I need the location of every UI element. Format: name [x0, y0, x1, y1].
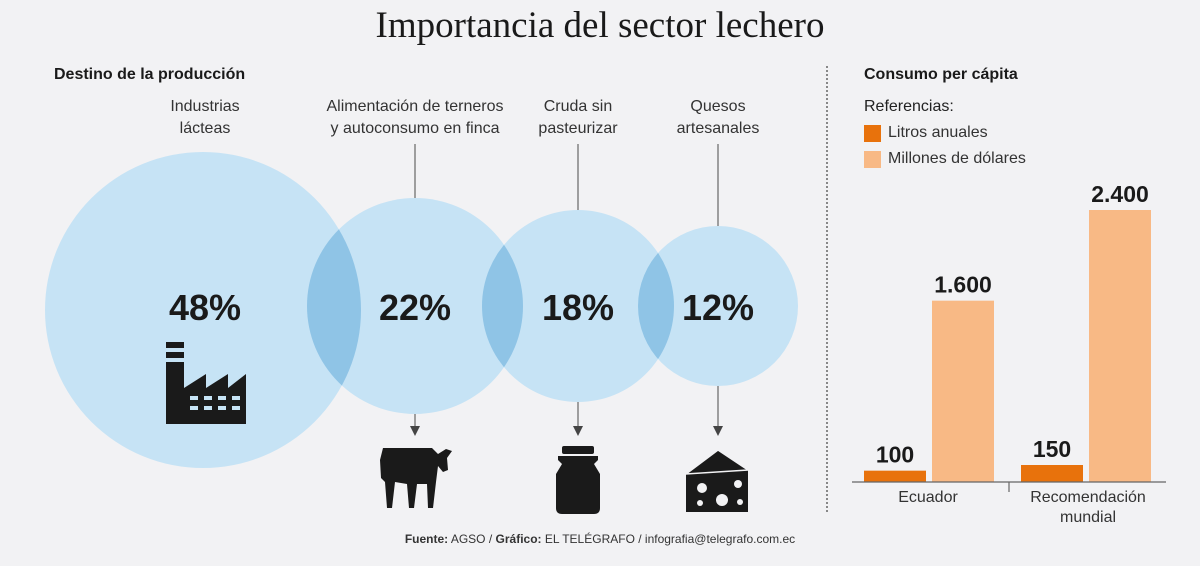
bubble-quesos [638, 226, 798, 386]
legend-title: Referencias: [864, 98, 954, 115]
category-label-line: pasteurizar [538, 120, 618, 137]
page-title: Importancia del sector lechero [375, 5, 825, 46]
bar-value-label: 100 [876, 442, 914, 468]
cheese-icon [683, 449, 751, 512]
legend-label: Litros anuales [888, 124, 988, 141]
bar-dolares [932, 300, 994, 482]
bar-category-label: Ecuador [898, 489, 958, 506]
value-label-industrias: 48% [169, 287, 241, 328]
bar-dolares [1089, 210, 1151, 482]
category-label-line: artesanales [676, 120, 760, 137]
bar-litros [1021, 465, 1083, 482]
value-label-alimentacion: 22% [379, 287, 451, 328]
legend-swatch [864, 150, 881, 168]
legend-swatch [864, 124, 881, 142]
arrow-head [713, 426, 723, 436]
category-label-line: lácteas [179, 120, 231, 137]
factory-icon [166, 342, 246, 424]
category-label-line: Industrias [170, 98, 240, 115]
bar-value-label: 2.400 [1091, 181, 1149, 207]
bubble-cruda [482, 210, 674, 402]
bubble-industrias [45, 152, 361, 468]
consumption-section-title: Consumo per cápita [864, 66, 1018, 83]
graphic-value: EL TELÉGRAFO / infografia@telegrafo.com.… [544, 532, 796, 546]
bar-category-label: Recomendación [1030, 489, 1146, 506]
legend-item-litros: Litros anuales [864, 124, 988, 142]
legend-item-dolares: Millones de dólares [864, 150, 1026, 168]
bar-value-label: 150 [1033, 436, 1071, 462]
source-credit: Fuente: AGSO / Gráfico: EL TELÉGRAFO / i… [0, 532, 1200, 546]
arrow-head [410, 426, 420, 436]
category-label-line: y autoconsumo en finca [330, 120, 500, 137]
category-label-quesos: Quesos artesanales [658, 96, 778, 140]
graphic-label: Gráfico: [495, 532, 542, 546]
milk-jug-icon [556, 446, 600, 514]
value-label-quesos: 12% [682, 287, 754, 328]
category-label-cruda: Cruda sin pasteurizar [518, 96, 638, 140]
category-label-line: Quesos [690, 98, 746, 115]
category-label-alimentacion: Alimentación de terneros y autoconsumo e… [300, 96, 530, 140]
arrow-head [573, 426, 583, 436]
cow-icon [380, 448, 452, 508]
bar-category-label: mundial [1060, 509, 1116, 526]
category-label-line: Cruda sin [543, 98, 613, 115]
value-label-cruda: 18% [542, 287, 614, 328]
panel-divider [826, 66, 828, 512]
bar-litros [864, 470, 926, 482]
source-label: Fuente: [404, 532, 449, 546]
source-value: AGSO / [450, 532, 493, 546]
production-section-title: Destino de la producción [54, 66, 246, 83]
legend-label: Millones de dólares [888, 150, 1026, 167]
bar-value-label: 1.600 [934, 272, 992, 298]
bubble-alimentacion [307, 198, 523, 414]
category-label-industrias: Industrias lácteas [140, 96, 270, 140]
category-label-line: Alimentación de terneros [326, 98, 504, 115]
